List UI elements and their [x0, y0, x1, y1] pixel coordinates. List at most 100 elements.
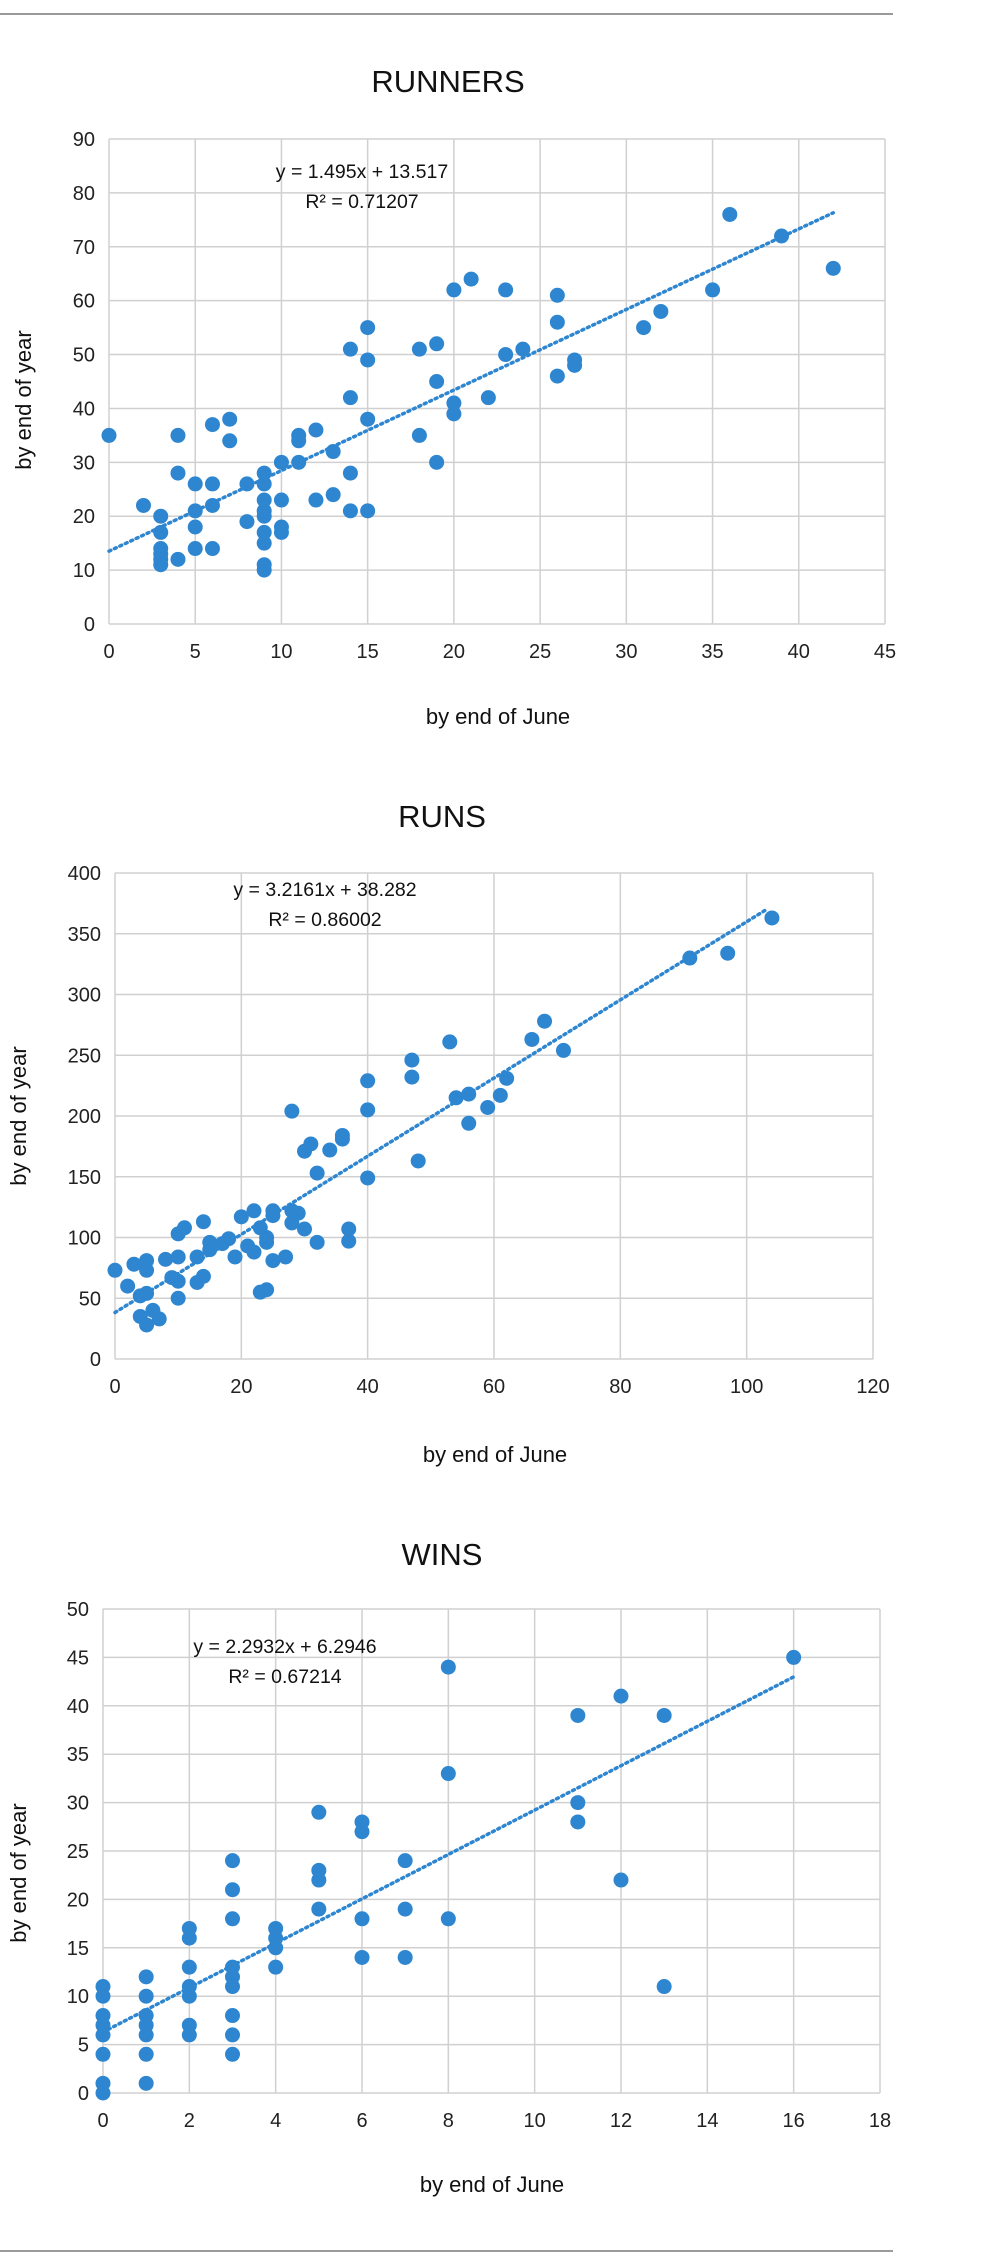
y-tick-label: 0 — [78, 2083, 89, 2105]
data-point — [176, 1220, 192, 1236]
x-tick-label: 120 — [856, 1376, 889, 1398]
y-tick-label: 10 — [67, 1986, 89, 2008]
y-tick-label: 50 — [67, 1599, 89, 1621]
data-point — [297, 1221, 312, 1237]
data-point — [290, 1205, 306, 1221]
equation-label: y = 1.495x + 13.517 — [276, 161, 448, 183]
data-point — [325, 444, 341, 460]
data-point — [360, 1170, 376, 1186]
data-point — [311, 1804, 327, 1820]
data-point — [268, 1959, 284, 1975]
data-point — [181, 1979, 197, 1995]
data-point — [397, 1853, 413, 1869]
data-point — [259, 1282, 275, 1298]
data-point — [549, 287, 565, 303]
data-point — [498, 347, 514, 363]
data-point — [225, 2008, 240, 2024]
data-point — [786, 1649, 802, 1665]
data-point — [341, 1221, 357, 1237]
equation-label: y = 3.2161x + 38.282 — [233, 879, 416, 901]
data-point — [101, 427, 117, 443]
y-tick-label: 0 — [90, 1349, 101, 1371]
data-point — [259, 1230, 275, 1245]
data-point — [360, 503, 376, 519]
data-point — [774, 228, 790, 244]
data-point — [722, 206, 738, 222]
data-point — [354, 1814, 370, 1830]
data-point — [225, 2027, 240, 2043]
data-point — [138, 2046, 154, 2062]
data-point — [187, 476, 203, 492]
data-point — [342, 465, 358, 481]
data-point — [95, 2008, 111, 2024]
data-point — [411, 341, 427, 357]
data-point — [360, 1102, 376, 1118]
chart-wins: 0 5 10 15 20 25 30 35 40 45 50 0 2 4 6 8 10 12 14 16 18 WINS… — [6, 1537, 891, 2197]
data-point — [225, 1882, 240, 1898]
data-point — [170, 1249, 186, 1265]
chart-runners: 0 10 20 30 40 50 60 70 80 90 0 5 10 15 20 25 30 35 40 45 RU… — [11, 64, 896, 729]
data-point — [153, 541, 169, 557]
data-point — [461, 1086, 477, 1102]
data-point — [613, 1688, 629, 1704]
y-tick-label: 20 — [73, 506, 95, 528]
data-point — [429, 336, 445, 352]
y-tick-label: 250 — [68, 1045, 101, 1067]
data-point — [138, 1969, 154, 1985]
y-tick-label: 5 — [78, 2035, 89, 2057]
data-point — [278, 1249, 294, 1265]
data-point — [549, 314, 565, 330]
y-tick-label: 40 — [73, 398, 95, 420]
data-point — [256, 503, 272, 519]
data-point — [153, 524, 169, 540]
x-tick-label: 0 — [109, 1376, 120, 1398]
data-point — [397, 1901, 413, 1917]
data-point — [95, 2075, 111, 2091]
trendline — [107, 211, 836, 553]
y-tick-label: 30 — [73, 452, 95, 474]
data-point — [354, 1911, 370, 1927]
trendline — [101, 1675, 796, 2034]
y-tick-label: 35 — [67, 1744, 89, 1766]
y-tick-label: 40 — [67, 1696, 89, 1718]
x-tick-label: 40 — [357, 1376, 379, 1398]
y-tick-label: 200 — [68, 1106, 101, 1128]
y-tick-label: 150 — [68, 1167, 101, 1189]
data-point — [225, 1853, 240, 1869]
plot-area: 0 5 10 15 20 25 30 35 40 45 50 0 2 4 6 8 10 12 14 16 18 — [67, 1599, 891, 2132]
data-point — [636, 320, 652, 336]
x-tick-label: 8 — [443, 2110, 454, 2132]
data-point — [239, 514, 255, 530]
data-point — [256, 557, 272, 573]
data-point — [440, 1766, 456, 1782]
data-point — [95, 1979, 111, 1995]
data-point — [524, 1031, 540, 1047]
data-point — [498, 282, 514, 298]
data-point — [151, 1311, 167, 1327]
data-point — [360, 320, 376, 336]
data-point — [308, 422, 324, 438]
y-tick-label: 300 — [68, 985, 101, 1007]
data-point — [334, 1127, 350, 1143]
x-tick-label: 16 — [783, 2110, 805, 2132]
data-point — [309, 1234, 325, 1250]
data-point — [187, 503, 203, 519]
data-point — [448, 1090, 464, 1106]
data-point — [222, 411, 238, 427]
r-squared-label: R² = 0.67214 — [228, 1666, 341, 1688]
data-point — [463, 271, 479, 287]
x-tick-label: 2 — [184, 2110, 195, 2132]
x-tick-label: 0 — [97, 2110, 108, 2132]
data-point — [256, 524, 272, 540]
data-point — [120, 1278, 136, 1294]
y-tick-label: 20 — [67, 1889, 89, 1911]
x-tick-label: 6 — [356, 2110, 367, 2132]
data-point — [537, 1013, 553, 1029]
data-point — [825, 260, 841, 276]
plot-area: 0 50 100 150 200 250 300 350 400 0 20 40 60 80 100 120 — [68, 863, 890, 1398]
data-point — [221, 1231, 237, 1247]
y-tick-label: 45 — [67, 1647, 89, 1669]
data-point — [256, 465, 272, 481]
data-point — [204, 541, 220, 557]
